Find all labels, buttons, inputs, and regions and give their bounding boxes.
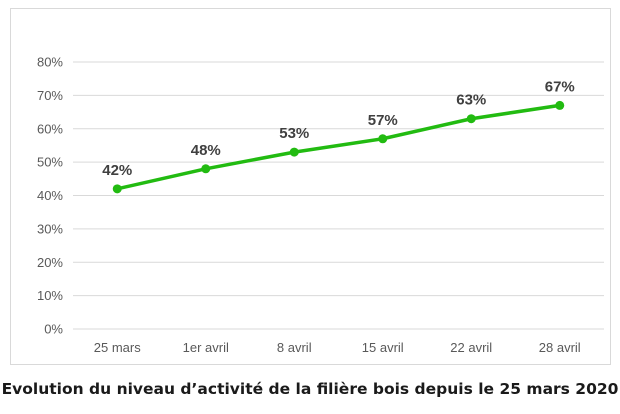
data-point: [112, 184, 122, 194]
y-tick-label: 40%: [37, 188, 63, 203]
data-label: 48%: [191, 142, 221, 159]
x-tick-label: 22 avril: [450, 340, 492, 355]
y-tick-label: 60%: [37, 121, 63, 136]
y-tick-label: 10%: [37, 288, 63, 303]
data-label: 53%: [279, 125, 309, 142]
x-tick-label: 25 mars: [94, 340, 141, 355]
y-tick-label: 50%: [37, 155, 63, 170]
chart-caption: Evolution du niveau d’activité de la fil…: [1, 380, 619, 398]
series-line: [112, 100, 565, 194]
chart-area: 0% 10% 20% 30% 40% 50% 60% 70% 80% 25 mars 1er av…: [10, 8, 611, 365]
x-tick-label: 1er avril: [183, 340, 229, 355]
data-point: [289, 147, 299, 157]
data-label: 67%: [545, 78, 575, 95]
data-point: [201, 164, 211, 174]
y-axis-ticks: 0% 10% 20% 30% 40% 50% 60% 70% 80%: [37, 55, 63, 337]
x-axis-ticks: 25 mars 1er avril 8 avril 15 avril 22 avril 2…: [94, 340, 581, 355]
data-label: 57%: [368, 112, 398, 129]
data-point: [555, 100, 565, 110]
data-label: 42%: [102, 162, 132, 179]
gridlines: [73, 61, 604, 330]
x-tick-label: 15 avril: [362, 340, 404, 355]
y-tick-label: 20%: [37, 255, 63, 270]
data-point: [466, 114, 476, 124]
y-tick-label: 80%: [37, 55, 63, 70]
y-tick-label: 30%: [37, 221, 63, 236]
y-tick-label: 0%: [44, 322, 63, 337]
data-label: 63%: [456, 92, 486, 109]
data-labels: 42% 48% 53% 57% 63% 67%: [102, 78, 575, 178]
data-point: [378, 134, 388, 144]
series-line-path: [115, 103, 562, 191]
y-tick-label: 70%: [37, 88, 63, 103]
x-tick-label: 8 avril: [277, 340, 312, 355]
x-tick-label: 28 avril: [539, 340, 581, 355]
line-chart: 0% 10% 20% 30% 40% 50% 60% 70% 80% 25 mars 1er av…: [37, 55, 604, 355]
